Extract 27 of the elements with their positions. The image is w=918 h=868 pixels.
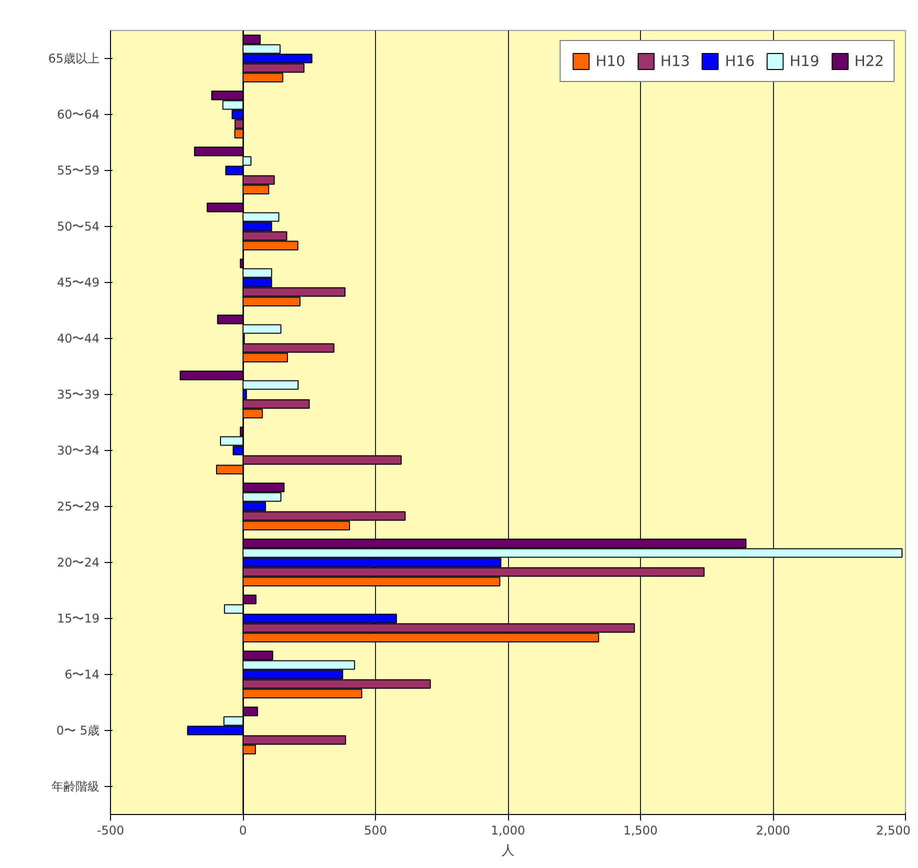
y-tick-label: 65歳以上: [48, 52, 100, 66]
y-tick-label: 15〜19: [56, 612, 100, 626]
legend-label: H22: [854, 52, 884, 70]
y-tick-label: 20〜24: [56, 556, 100, 570]
x-axis-title: 人: [502, 842, 514, 858]
y-tick-label: 40〜44: [56, 332, 100, 346]
y-tick-label: 45〜49: [56, 276, 100, 290]
y-tick-label: 年齢階級: [52, 780, 100, 794]
y-tick-label: 25〜29: [56, 500, 100, 514]
x-tick-label: 2,500: [876, 824, 911, 838]
y-tick-label: 0〜 5歳: [56, 724, 100, 738]
x-tick-label: -500: [96, 824, 124, 838]
x-tick-label: 1,000: [490, 824, 526, 838]
y-tick-label: 50〜54: [56, 220, 100, 234]
legend-label: H10: [596, 52, 626, 70]
y-tick-label: 30〜34: [56, 444, 100, 458]
y-tick-label: 35〜39: [56, 388, 100, 402]
legend-label: H13: [660, 52, 690, 70]
legend-label: H19: [790, 52, 820, 70]
x-tick-label: 500: [364, 824, 387, 838]
legend-label: H16: [724, 52, 755, 70]
x-tick-label: 0: [239, 824, 247, 838]
x-tick-label: 1,500: [623, 824, 658, 838]
y-tick-label: 55〜59: [56, 164, 100, 178]
y-tick-label: 6〜14: [64, 668, 100, 682]
y-tick-label: 60〜64: [56, 108, 100, 122]
x-tick-label: 2,000: [756, 824, 790, 838]
